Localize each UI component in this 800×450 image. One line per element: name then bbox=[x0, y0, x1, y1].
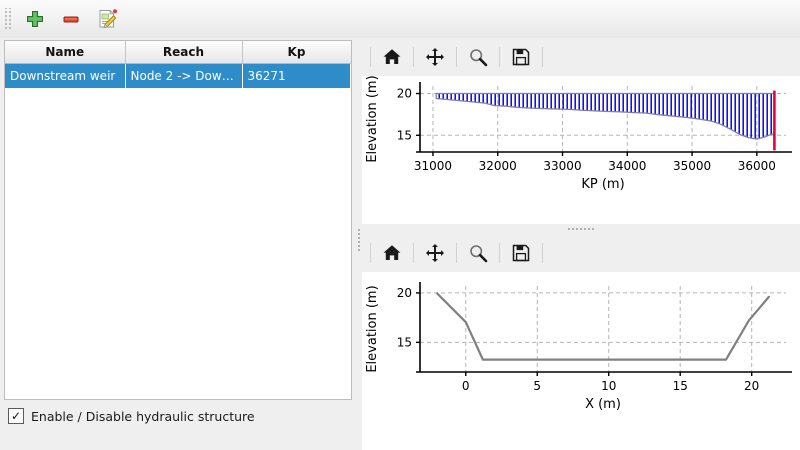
floppy-save-icon bbox=[512, 48, 530, 66]
cell-name[interactable]: Downstream weir bbox=[5, 63, 126, 88]
structures-panel: Name Reach Kp Downstream weir Node 2 -> … bbox=[0, 38, 356, 450]
main-toolbar bbox=[0, 0, 800, 39]
splitter-grip bbox=[357, 228, 361, 252]
enable-structure-checkbox[interactable]: ✓ Enable / Disable hydraulic structure bbox=[8, 408, 255, 424]
plus-icon bbox=[27, 11, 43, 27]
cell-kp[interactable]: 36271 bbox=[242, 63, 351, 88]
toolbar-separator bbox=[542, 47, 543, 67]
svg-text:31000: 31000 bbox=[414, 159, 452, 173]
edit-document-icon bbox=[99, 9, 117, 29]
toolbar-separator bbox=[413, 243, 414, 263]
svg-text:15: 15 bbox=[397, 128, 412, 142]
svg-text:5: 5 bbox=[533, 379, 541, 393]
checkbox-indicator[interactable]: ✓ bbox=[8, 408, 24, 424]
svg-text:Elevation (m): Elevation (m) bbox=[365, 285, 380, 372]
svg-text:34000: 34000 bbox=[608, 159, 646, 173]
home-icon bbox=[383, 49, 401, 64]
save-button[interactable] bbox=[502, 237, 540, 269]
magnifier-icon bbox=[470, 245, 488, 263]
remove-structure-button[interactable] bbox=[53, 2, 89, 36]
toolbar-separator bbox=[370, 243, 371, 263]
table-header-row: Name Reach Kp bbox=[5, 41, 351, 64]
cross-section-pane: 0 5 10 15 20 15 20 X (m) Elevation (m) bbox=[362, 234, 800, 450]
longitudinal-profile-canvas[interactable]: 31000 32000 33000 34000 35000 36000 15 20 KP (m)… bbox=[362, 76, 800, 224]
pan-move-icon bbox=[426, 244, 444, 262]
toolbar-separator bbox=[456, 243, 457, 263]
floppy-save-icon bbox=[512, 244, 530, 262]
home-button[interactable] bbox=[373, 41, 411, 73]
svg-text:36000: 36000 bbox=[738, 159, 776, 173]
svg-text:KP (m): KP (m) bbox=[581, 177, 624, 192]
toolbar-separator bbox=[413, 47, 414, 67]
edit-structure-button[interactable] bbox=[89, 2, 125, 36]
svg-text:35000: 35000 bbox=[673, 159, 711, 173]
column-header-name[interactable]: Name bbox=[5, 41, 126, 64]
plots-panel: 31000 32000 33000 34000 35000 36000 15 20 KP (m)… bbox=[362, 38, 800, 450]
save-button[interactable] bbox=[502, 41, 540, 73]
add-structure-button[interactable] bbox=[17, 2, 53, 36]
svg-text:Elevation (m): Elevation (m) bbox=[365, 76, 380, 163]
toolbar-separator bbox=[542, 243, 543, 263]
splitter-grip bbox=[567, 227, 595, 231]
svg-text:10: 10 bbox=[601, 379, 616, 393]
cross-section-plot-toolbar bbox=[362, 234, 800, 272]
svg-text:0: 0 bbox=[462, 379, 470, 393]
home-icon bbox=[383, 245, 401, 260]
toolbar-separator bbox=[456, 47, 457, 67]
magnifier-icon bbox=[470, 49, 488, 67]
enable-structure-label: Enable / Disable hydraulic structure bbox=[31, 408, 255, 424]
home-button[interactable] bbox=[373, 237, 411, 269]
pan-move-icon bbox=[426, 48, 444, 66]
structures-table[interactable]: Name Reach Kp Downstream weir Node 2 -> … bbox=[4, 40, 352, 400]
svg-text:32000: 32000 bbox=[479, 159, 517, 173]
toolbar-separator bbox=[499, 243, 500, 263]
svg-text:X (m): X (m) bbox=[585, 397, 621, 412]
longitudinal-plot-toolbar bbox=[362, 38, 800, 76]
pan-button[interactable] bbox=[416, 237, 454, 269]
horizontal-splitter[interactable] bbox=[362, 224, 800, 234]
zoom-button[interactable] bbox=[459, 41, 497, 73]
svg-text:20: 20 bbox=[397, 286, 412, 300]
cross-section-canvas[interactable]: 0 5 10 15 20 15 20 X (m) Elevation (m) bbox=[362, 272, 800, 450]
toolbar-separator bbox=[370, 47, 371, 67]
svg-text:33000: 33000 bbox=[543, 159, 581, 173]
svg-text:15: 15 bbox=[673, 379, 688, 393]
svg-text:20: 20 bbox=[744, 379, 759, 393]
zoom-button[interactable] bbox=[459, 237, 497, 269]
svg-text:15: 15 bbox=[397, 335, 412, 349]
pan-button[interactable] bbox=[416, 41, 454, 73]
minus-icon bbox=[63, 16, 79, 23]
cell-reach[interactable]: Node 2 -> Down... bbox=[125, 63, 243, 88]
toolbar-drag-handle[interactable] bbox=[3, 8, 13, 30]
vertical-splitter[interactable] bbox=[356, 38, 362, 450]
column-header-kp[interactable]: Kp bbox=[242, 41, 351, 64]
longitudinal-profile-pane: 31000 32000 33000 34000 35000 36000 15 20 KP (m)… bbox=[362, 38, 800, 224]
table-row[interactable]: Downstream weir Node 2 -> Down... 36271 bbox=[5, 63, 351, 88]
toolbar-separator bbox=[499, 47, 500, 67]
column-header-reach[interactable]: Reach bbox=[125, 41, 243, 64]
svg-text:20: 20 bbox=[397, 87, 412, 101]
